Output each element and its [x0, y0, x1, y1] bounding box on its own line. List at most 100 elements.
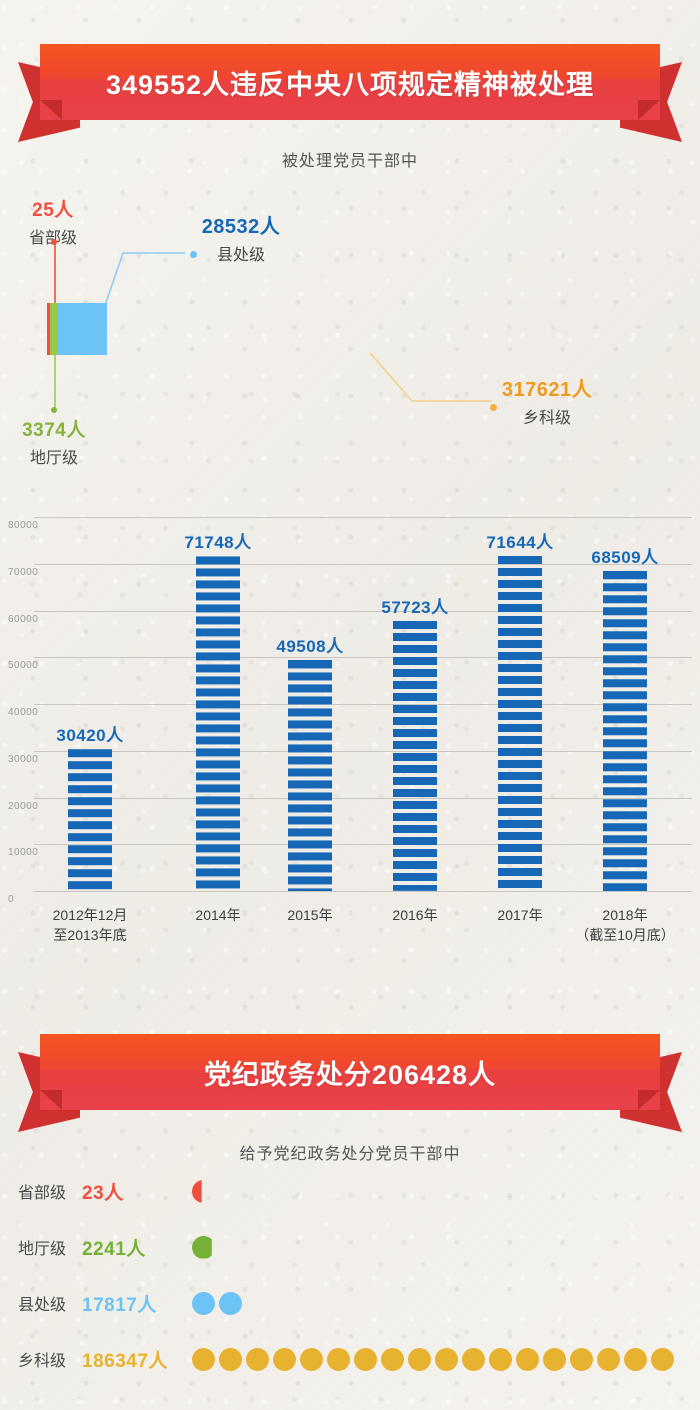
x-axis-label: 2012年12月 至2013年底: [25, 905, 155, 945]
gridline: [34, 750, 692, 752]
pictogram-chart: 省部级 23人地厅级 2241人县处级 17817人乡科级 186347人: [0, 1170, 700, 1400]
x-axis-label: 2018年 （截至10月底）: [560, 905, 690, 945]
stacked-bar: [47, 303, 107, 355]
callout-xianchuji-label: 县处级: [216, 247, 265, 264]
callout-xiangkeji-value: 317621人: [501, 379, 593, 401]
pictogram-row-value: 2241人: [82, 1238, 146, 1260]
banner-bottom: 党纪政务处分206428人: [0, 1026, 700, 1132]
y-axis-tick-label: 70000: [8, 566, 39, 578]
pictogram-dot-partial: [192, 1235, 212, 1259]
pictogram-dot: [192, 1347, 215, 1371]
banner-top: 349552人违反中央八项规定精神被处理: [0, 36, 700, 142]
pictogram-dot: [246, 1347, 269, 1371]
column-bar: [393, 621, 437, 891]
callout-shengbuji-value: 25人: [32, 200, 74, 221]
pictogram-dot: [543, 1347, 566, 1371]
gridline: [34, 797, 692, 799]
leader-line-xiangkeji: [370, 353, 492, 402]
gridline: [34, 610, 692, 612]
pictogram-row: 地厅级 2241人: [0, 1230, 700, 1264]
pictogram-dots: [192, 1286, 242, 1320]
banner-bottom-title: 党纪政务处分206428人: [203, 1059, 497, 1090]
pictogram-dot: [192, 1291, 215, 1315]
leader-dot-xiangkeji: [490, 404, 497, 411]
pictogram-row: 乡科级 186347人: [0, 1342, 700, 1376]
pictogram-dot: [624, 1347, 647, 1371]
callout-xiangkeji: 317621人 乡科级: [487, 373, 607, 428]
pictogram-dot: [597, 1347, 620, 1371]
x-axis-label-line: 2012年12月: [52, 907, 128, 923]
stacked-segment-tingji: [50, 303, 58, 355]
pictogram-dot: [462, 1347, 485, 1371]
pictogram-dot: [273, 1347, 296, 1371]
stacked-segment-shengbuji: [47, 303, 50, 355]
banner-top-title: 349552人违反中央八项规定精神被处理: [105, 69, 595, 100]
column-bar: [498, 556, 542, 891]
callout-shengbuji: 25人 省部级: [14, 195, 92, 248]
x-axis-label: 2014年: [153, 905, 283, 925]
pictogram-dot: [570, 1347, 593, 1371]
pictogram-dot: [327, 1347, 350, 1371]
gridline: [34, 563, 692, 565]
column-value-label: 71748人: [184, 532, 252, 552]
leader-dot-shengbuji: [51, 239, 57, 245]
pictogram-dots: [192, 1230, 215, 1264]
x-axis-label-line: （截至10月底）: [575, 927, 675, 943]
y-axis-tick-label: 50000: [8, 660, 39, 672]
x-axis-label-line: 至2013年底: [53, 927, 127, 943]
stacked-bar-chart: 25人 省部级 3374人 地厅级 28532人 县处级 317621人 乡科级: [0, 185, 700, 475]
x-axis-label-line: 2017年: [497, 907, 543, 923]
pictogram-row-label: 地厅级: [18, 1241, 67, 1258]
column-bar: [196, 555, 240, 891]
y-axis-tick-label: 20000: [8, 800, 39, 812]
leader-line-tingji: [54, 355, 56, 411]
leader-dot-tingji: [51, 407, 57, 413]
callout-shengbuji-label: 省部级: [14, 224, 92, 248]
leader-line-xianchuji: [104, 252, 185, 305]
pictogram-dot: [354, 1347, 377, 1371]
column-value-label: 57723人: [381, 598, 449, 618]
stacked-segment-xianchuji: [58, 303, 107, 355]
pictogram-row: 县处级 17817人: [0, 1286, 700, 1320]
pictogram-row: 省部级 23人: [0, 1174, 700, 1208]
pictogram-dot: [381, 1347, 404, 1371]
x-axis-label: 2016年: [350, 905, 480, 925]
pictogram-row-value: 186347人: [82, 1350, 168, 1372]
y-axis-tick-label: 60000: [8, 613, 39, 625]
ribbon-panel-2: [40, 1034, 660, 1110]
pictogram-dots: [192, 1174, 215, 1208]
column-value-label: 30420人: [56, 725, 124, 745]
subtitle-bottom: 给予党纪政务处分党员干部中: [239, 1146, 461, 1163]
pictogram-dot: [219, 1291, 242, 1315]
callout-xiangkeji-label: 乡科级: [522, 410, 571, 427]
x-axis-label: 2015年: [245, 905, 375, 925]
y-axis-tick-label: 30000: [8, 753, 39, 765]
pictogram-dot: [300, 1347, 323, 1371]
column-bar: [288, 659, 332, 891]
gridline: [34, 657, 692, 659]
subtitle-top: 被处理党员干部中: [281, 153, 418, 170]
column-bar: [603, 570, 647, 891]
pictogram-dots: [192, 1342, 674, 1376]
callout-xianchuji-value: 28532人: [201, 216, 281, 238]
pictogram-row-value: 17817人: [82, 1294, 157, 1316]
pictogram-dot-partial: [192, 1179, 202, 1203]
pictogram-dot: [219, 1347, 242, 1371]
y-axis-tick-label: 10000: [8, 847, 39, 859]
pictogram-row-label: 省部级: [18, 1185, 67, 1202]
y-axis-tick-label: 80000: [8, 520, 39, 531]
pictogram-dot: [408, 1347, 431, 1371]
column-value-label: 49508人: [276, 636, 344, 656]
gridline: [34, 704, 692, 705]
pictogram-dot: [651, 1347, 674, 1371]
column-value-label: 68509人: [591, 547, 659, 567]
pictogram-dot: [435, 1347, 458, 1371]
gridline: [34, 517, 692, 518]
pictogram-row-label: 乡科级: [18, 1353, 67, 1370]
pictogram-row-label: 县处级: [18, 1297, 67, 1314]
leader-line-shengbuji: [54, 242, 56, 304]
callout-tingji-value: 3374人: [22, 420, 86, 441]
x-axis-label-line: 2018年: [602, 907, 648, 923]
callout-tingji-label: 地厅级: [29, 450, 78, 467]
column-chart: 0 10000 20000 30000 40000 50000 60000 70000 8000…: [0, 505, 700, 965]
